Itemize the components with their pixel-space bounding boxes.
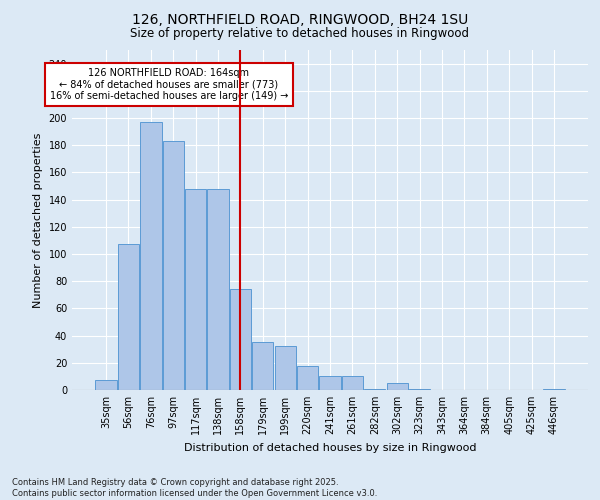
Bar xyxy=(364,388,385,390)
Bar xyxy=(185,188,206,390)
Bar xyxy=(230,290,251,390)
Text: 126 NORTHFIELD ROAD: 164sqm
← 84% of detached houses are smaller (773)
16% of se: 126 NORTHFIELD ROAD: 164sqm ← 84% of det… xyxy=(50,68,288,101)
Y-axis label: Number of detached properties: Number of detached properties xyxy=(33,132,43,308)
Bar xyxy=(163,141,184,390)
Text: Contains HM Land Registry data © Crown copyright and database right 2025.
Contai: Contains HM Land Registry data © Crown c… xyxy=(12,478,377,498)
Bar xyxy=(297,366,318,390)
Bar xyxy=(386,383,408,390)
Bar xyxy=(319,376,341,390)
Bar xyxy=(208,188,229,390)
Bar xyxy=(95,380,117,390)
Text: Size of property relative to detached houses in Ringwood: Size of property relative to detached ho… xyxy=(131,28,470,40)
Bar xyxy=(409,388,430,390)
Bar xyxy=(252,342,274,390)
X-axis label: Distribution of detached houses by size in Ringwood: Distribution of detached houses by size … xyxy=(184,442,476,452)
Bar xyxy=(118,244,139,390)
Bar xyxy=(140,122,161,390)
Bar xyxy=(543,388,565,390)
Bar xyxy=(342,376,363,390)
Text: 126, NORTHFIELD ROAD, RINGWOOD, BH24 1SU: 126, NORTHFIELD ROAD, RINGWOOD, BH24 1SU xyxy=(132,12,468,26)
Bar xyxy=(275,346,296,390)
